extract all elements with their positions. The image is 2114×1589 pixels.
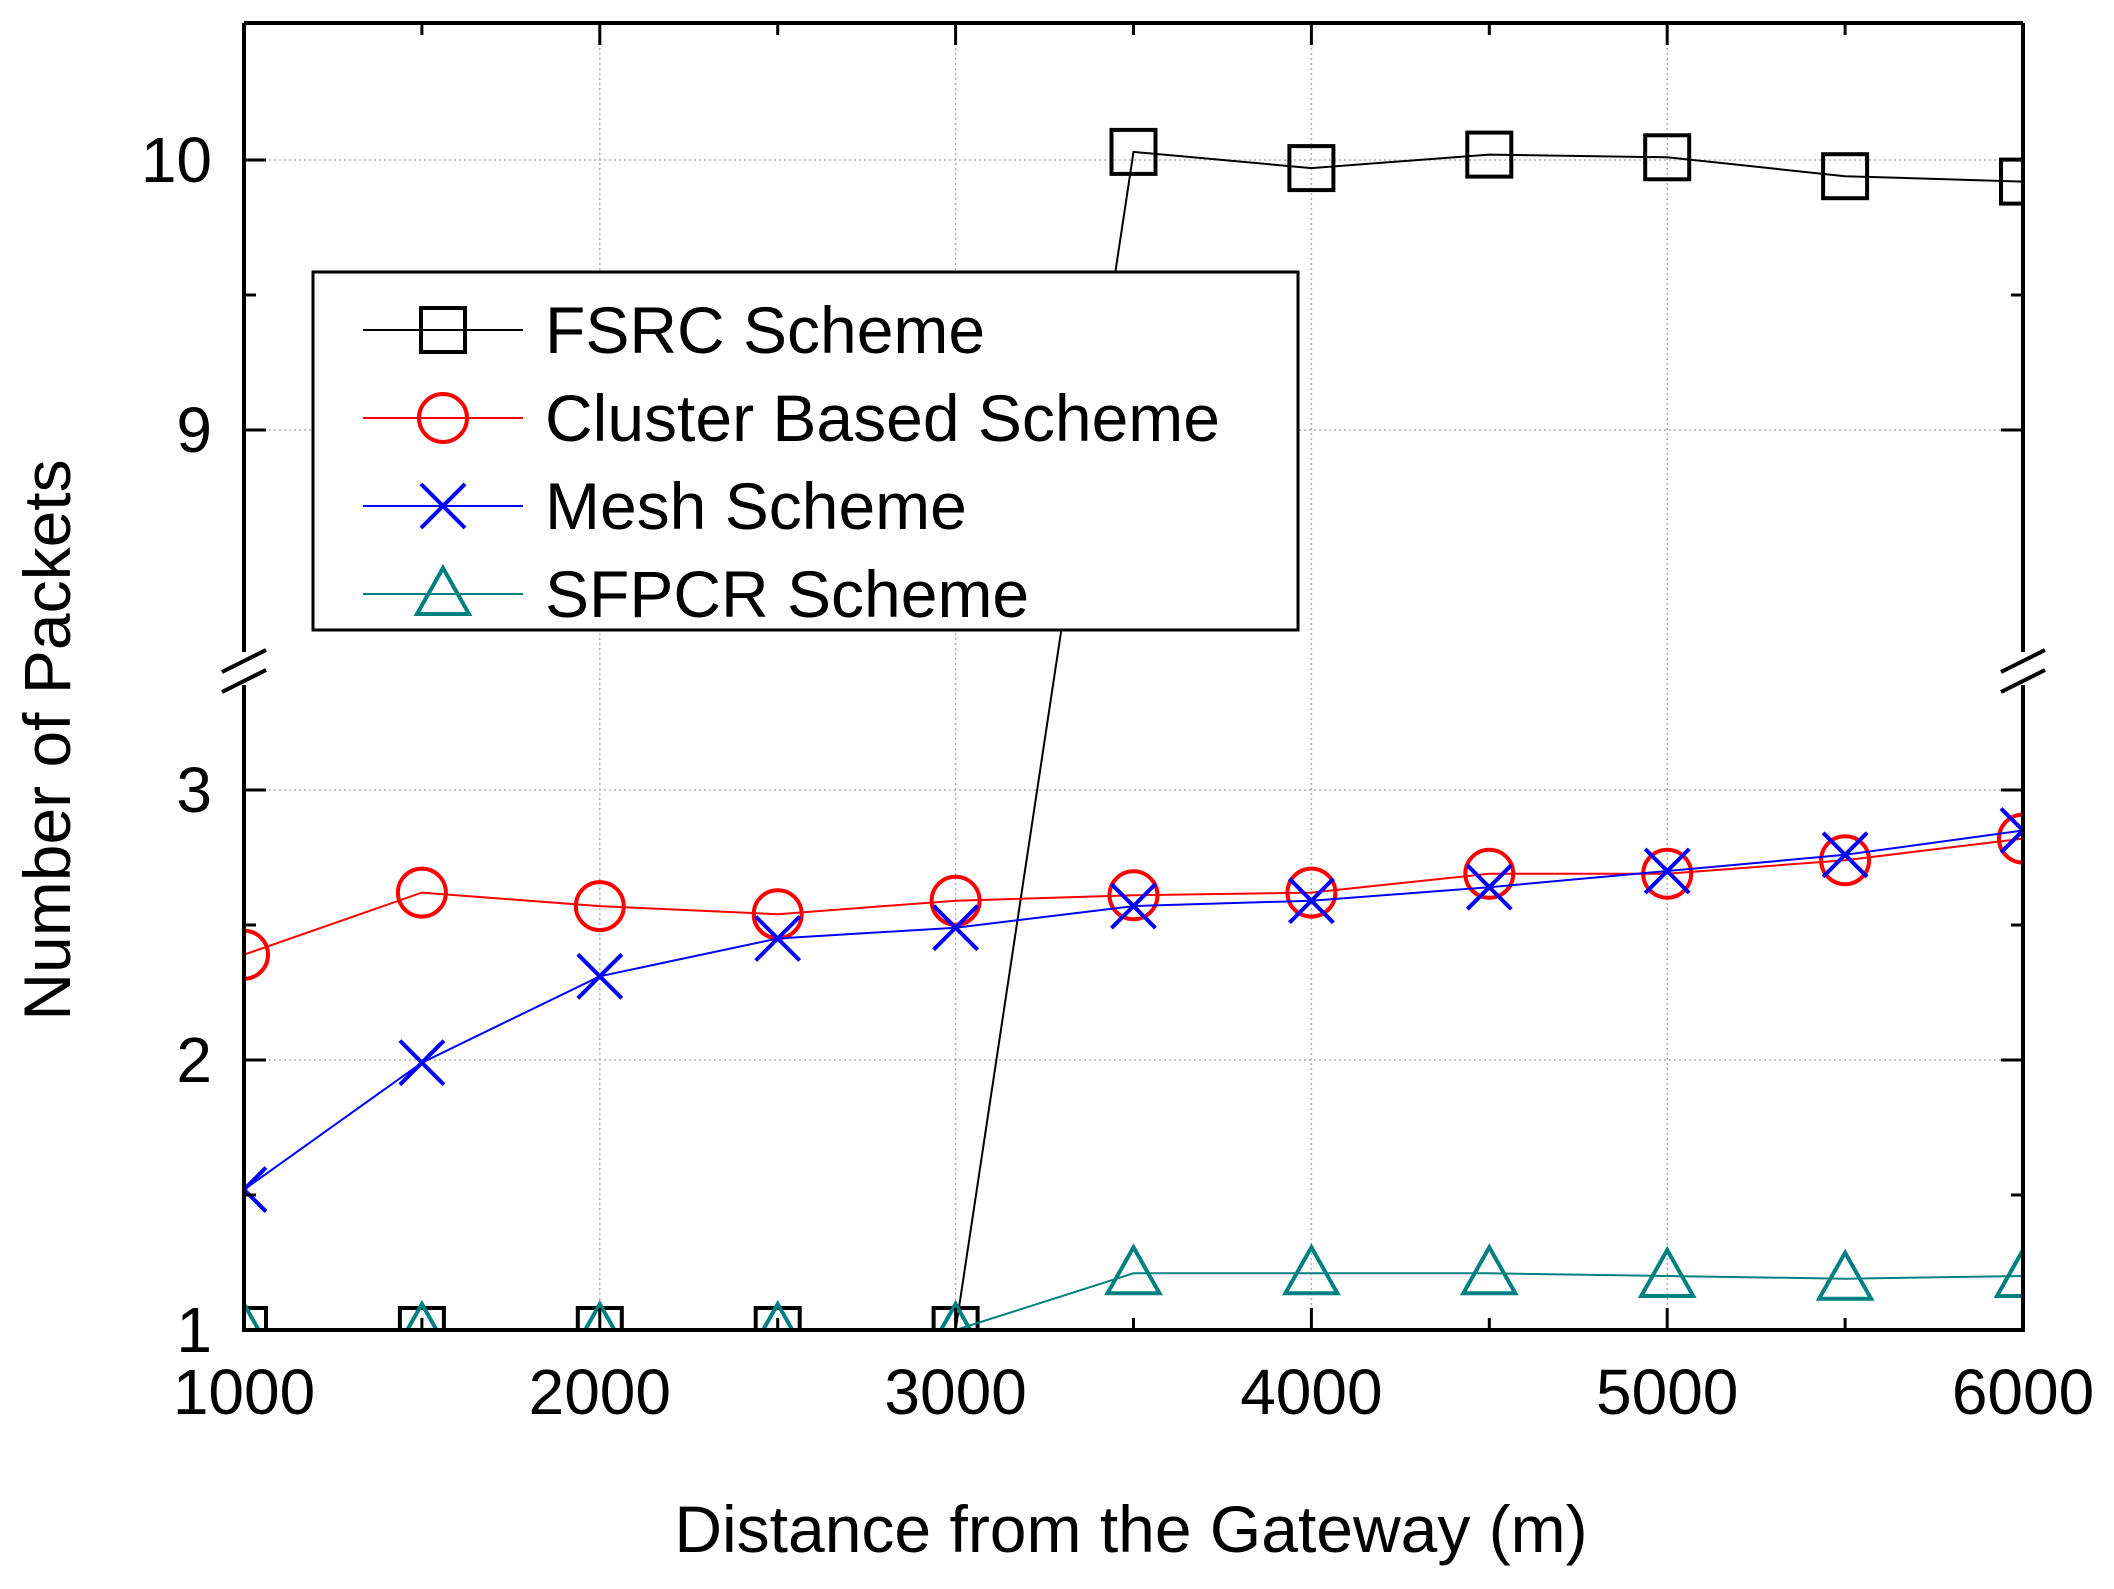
legend: FSRC Scheme Cluster Based Scheme Mesh Sche…	[311, 270, 1300, 632]
data-point	[1821, 831, 1869, 879]
axis-break-mark	[2000, 648, 2046, 674]
data-point	[754, 915, 802, 962]
legend-marker	[413, 563, 473, 616]
data-point	[1999, 157, 2023, 206]
marker-stroke	[1287, 877, 1335, 925]
series-mesh-scheme	[244, 807, 2023, 1214]
x-axis-title: Distance from the Gateway (m)	[674, 1492, 1587, 1566]
axis-break-mark	[221, 668, 267, 694]
data-point	[1107, 869, 1160, 922]
marker-stroke	[1821, 831, 1869, 879]
y-tick-label: 2	[176, 1024, 212, 1096]
grid	[244, 23, 2023, 1330]
data-point	[244, 1299, 261, 1330]
marker-stroke	[1999, 827, 2023, 854]
marker-stroke	[1465, 863, 1513, 911]
marker-stroke	[932, 904, 980, 952]
data-point	[1637, 1245, 1697, 1298]
y-tick-label: 10	[141, 124, 212, 196]
data-point	[1815, 1248, 1875, 1301]
data-point	[1643, 847, 1691, 895]
data-point	[1109, 127, 1158, 176]
marker-stroke	[754, 915, 802, 962]
data-point	[1287, 877, 1335, 925]
data-point	[1997, 812, 2023, 865]
data-point	[1459, 1243, 1519, 1296]
data-point	[1819, 834, 1872, 887]
data-point	[1285, 866, 1338, 919]
data-point	[1104, 1243, 1163, 1296]
data-point	[929, 874, 982, 927]
data-point	[1463, 847, 1516, 900]
marker-stroke	[1643, 847, 1691, 895]
y-tick-label: 3	[176, 754, 212, 826]
data-point	[760, 1299, 795, 1330]
data-point	[1999, 807, 2023, 854]
legend-label: FSRC Scheme	[545, 293, 985, 367]
data-point	[1110, 882, 1157, 930]
marker-stroke	[398, 1039, 446, 1087]
marker-stroke	[419, 482, 467, 530]
series-line	[244, 837, 2023, 956]
x-tick-label: 4000	[1240, 1356, 1382, 1428]
legend-marker	[419, 306, 467, 354]
data-point	[573, 880, 626, 933]
series-sfpcr-scheme	[244, 1243, 2023, 1330]
series-layer	[244, 127, 2023, 1330]
data-point	[1281, 1243, 1341, 1296]
y-tick-label: 1	[176, 1294, 212, 1366]
data-point	[938, 1299, 973, 1330]
data-point	[244, 928, 270, 981]
axis-break-mark	[221, 648, 267, 674]
data-point	[582, 1299, 617, 1330]
x-tick-label: 1000	[173, 1356, 315, 1428]
legend-label: Mesh Scheme	[545, 469, 967, 543]
series-line	[244, 150, 2023, 1330]
marker-stroke	[1999, 807, 2023, 834]
x-tick-label: 5000	[1596, 1356, 1738, 1428]
legend-item: SFPCR Scheme	[363, 557, 1029, 631]
data-point	[395, 866, 448, 919]
y-tick-label: 9	[176, 394, 212, 466]
legend-item: Mesh Scheme	[363, 469, 967, 543]
x-tick-label: 3000	[884, 1356, 1026, 1428]
axis-ticks: 1000 2000 3000 4000 5000 6000 1 2 3 9 10	[141, 23, 2094, 1428]
series-line	[244, 1272, 2023, 1330]
data-point	[244, 1166, 268, 1214]
legend-label: Cluster Based Scheme	[545, 381, 1220, 455]
data-point	[1287, 144, 1336, 193]
legend-box	[311, 270, 1300, 632]
data-point	[576, 952, 624, 1000]
x-tick-label: 2000	[529, 1356, 671, 1428]
legend-marker	[417, 392, 469, 444]
data-point	[1465, 130, 1514, 179]
series-line	[244, 829, 2023, 1191]
data-point	[1993, 1245, 2023, 1298]
data-point	[398, 1039, 446, 1087]
marker-stroke	[1110, 882, 1157, 930]
legend-marker	[419, 482, 467, 530]
x-tick-label: 6000	[1952, 1356, 2094, 1428]
legend-item: Cluster Based Scheme	[363, 381, 1220, 455]
axis-break-mark	[2000, 668, 2046, 694]
legend-item: FSRC Scheme	[363, 293, 985, 367]
data-point	[932, 904, 980, 952]
data-point	[1465, 863, 1513, 911]
marker-stroke	[576, 952, 624, 1000]
data-point	[404, 1299, 439, 1330]
data-point	[1821, 152, 1870, 201]
series-cluster-based-scheme	[244, 812, 2023, 981]
marker-stroke	[244, 1166, 268, 1193]
marker-stroke	[244, 1186, 268, 1214]
legend-label: SFPCR Scheme	[545, 557, 1029, 631]
y-axis-title: Number of Packets	[10, 459, 84, 1020]
data-point	[1643, 133, 1692, 182]
plot-frame	[221, 21, 2046, 1332]
